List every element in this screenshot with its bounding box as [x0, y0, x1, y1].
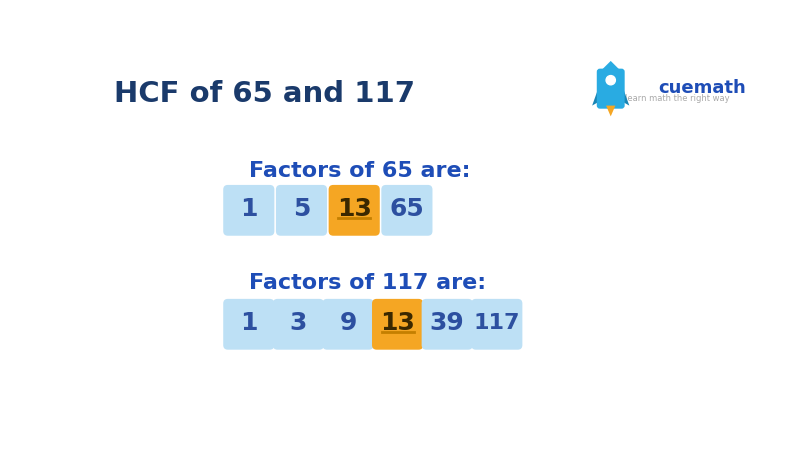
Text: 3: 3	[290, 310, 307, 334]
Text: 9: 9	[339, 310, 357, 334]
Text: cuemath: cuemath	[658, 79, 746, 97]
Circle shape	[606, 76, 615, 86]
Text: 117: 117	[474, 312, 520, 332]
Text: 1: 1	[240, 310, 258, 334]
FancyBboxPatch shape	[223, 299, 274, 350]
Polygon shape	[592, 85, 603, 106]
Text: Factors of 117 are:: Factors of 117 are:	[249, 272, 486, 292]
FancyBboxPatch shape	[382, 185, 433, 236]
Text: 65: 65	[390, 197, 424, 221]
FancyBboxPatch shape	[471, 299, 522, 350]
Text: 13: 13	[337, 197, 372, 221]
FancyBboxPatch shape	[329, 185, 380, 236]
Polygon shape	[602, 62, 620, 71]
FancyBboxPatch shape	[597, 69, 625, 110]
Text: 13: 13	[380, 310, 415, 334]
Text: 1: 1	[240, 197, 258, 221]
Polygon shape	[606, 106, 615, 117]
FancyBboxPatch shape	[372, 299, 423, 350]
Text: learn math the right way: learn math the right way	[626, 94, 730, 103]
Text: 39: 39	[430, 310, 465, 334]
FancyBboxPatch shape	[273, 299, 324, 350]
FancyBboxPatch shape	[322, 299, 374, 350]
FancyBboxPatch shape	[276, 185, 327, 236]
Text: HCF of 65 and 117: HCF of 65 and 117	[114, 80, 415, 108]
FancyBboxPatch shape	[223, 185, 274, 236]
Text: 5: 5	[293, 197, 310, 221]
Text: Factors of 65 are:: Factors of 65 are:	[249, 161, 470, 181]
Polygon shape	[618, 85, 630, 106]
FancyBboxPatch shape	[422, 299, 473, 350]
